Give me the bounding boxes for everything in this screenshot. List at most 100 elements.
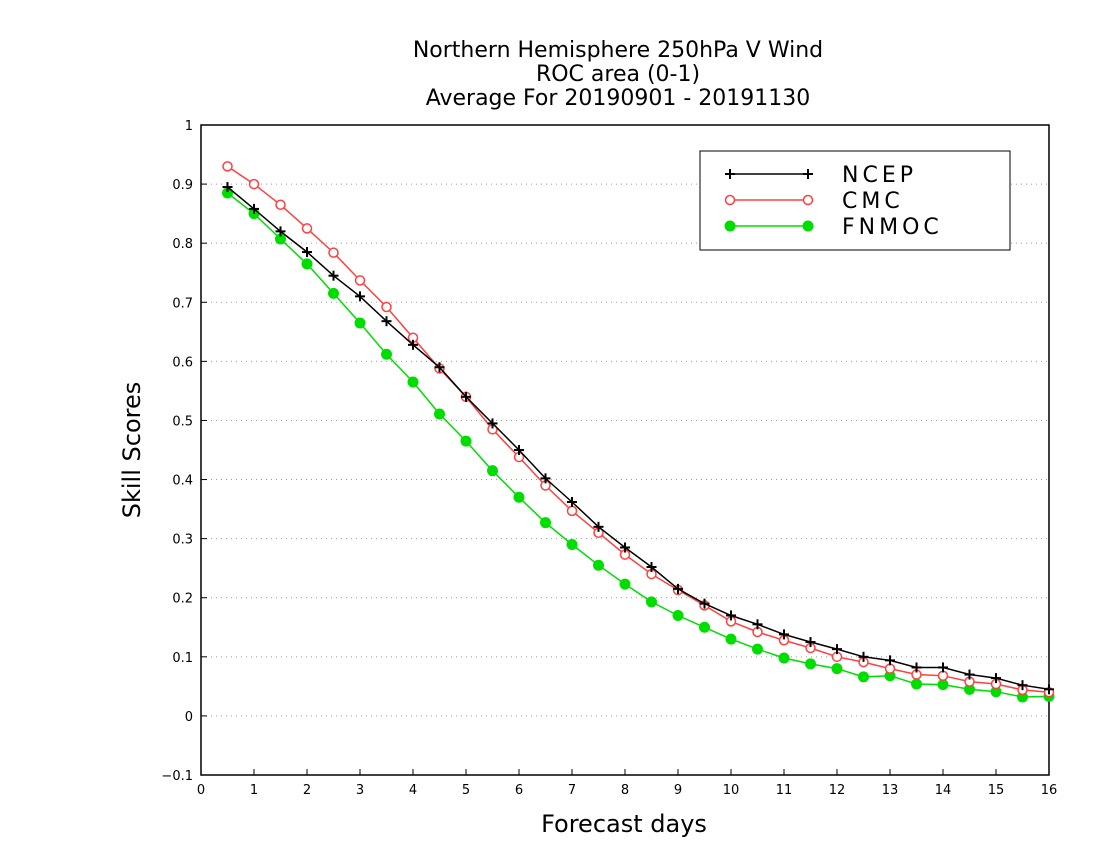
x-tick-label-11: 11 xyxy=(776,783,793,798)
y-tick-label-4: 0.3 xyxy=(172,533,193,548)
gridlines xyxy=(201,183,1049,717)
y-tick-label-2: 0.1 xyxy=(172,651,193,666)
point-ncep-6 xyxy=(381,316,392,327)
legend-marker-end-fnmoc xyxy=(802,220,814,232)
series-line-fnmoc xyxy=(227,192,1050,698)
chart-title-line-1: Northern Hemisphere 250hPa V Wind xyxy=(413,38,823,63)
point-cmc-25 xyxy=(884,663,896,674)
x-tick-label-14: 14 xyxy=(935,783,952,798)
point-cmc-27 xyxy=(937,670,949,681)
point-ncep-25 xyxy=(885,655,895,666)
point-ncep-11 xyxy=(514,445,524,455)
point-fnmoc-21 xyxy=(778,652,790,664)
point-ncep-27 xyxy=(938,662,948,673)
legend-marker-start-cmc xyxy=(724,194,736,206)
y-tick-label-3: 0.2 xyxy=(172,592,193,607)
point-ncep-31 xyxy=(1044,684,1054,695)
point-ncep-14 xyxy=(593,521,604,532)
data-series xyxy=(222,161,1055,703)
point-cmc-5 xyxy=(354,275,366,286)
legend-label-cmc: CMC xyxy=(842,189,904,214)
point-ncep-18 xyxy=(699,598,710,609)
point-ncep-28 xyxy=(964,669,975,680)
point-fnmoc-16 xyxy=(646,596,657,608)
point-ncep-12 xyxy=(540,473,551,484)
x-tick-label-1: 1 xyxy=(250,783,258,798)
point-ncep-24 xyxy=(858,651,869,662)
point-ncep-17 xyxy=(673,583,683,594)
x-tick-label-3: 3 xyxy=(356,783,364,798)
legend-marker-end-ncep xyxy=(803,169,813,179)
point-fnmoc-26 xyxy=(911,678,922,690)
point-cmc-13 xyxy=(566,505,578,517)
point-fnmoc-24 xyxy=(858,671,869,683)
point-ncep-4 xyxy=(328,270,339,281)
legend-entry-cmc: CMC xyxy=(724,189,904,214)
point-cmc-3 xyxy=(301,223,313,234)
x-tick-label-2: 2 xyxy=(303,783,311,798)
point-ncep-16 xyxy=(646,562,657,572)
point-ncep-1 xyxy=(249,203,259,214)
legend-entry-fnmoc: FNMOC xyxy=(724,215,943,240)
y-tick-label-5: 0.4 xyxy=(172,474,193,489)
point-ncep-15 xyxy=(620,542,630,553)
legend-marker-start-fnmoc xyxy=(724,220,736,232)
y-tick-label-11: 1 xyxy=(185,119,193,134)
x-tick-label-8: 8 xyxy=(621,783,629,798)
y-tick-label-8: 0.7 xyxy=(172,296,193,311)
y-tick-label-1: 0 xyxy=(185,710,193,725)
series-line-ncep xyxy=(227,186,1050,691)
point-cmc-6 xyxy=(381,301,392,313)
point-fnmoc-7 xyxy=(407,376,419,388)
point-ncep-21 xyxy=(779,629,789,640)
point-ncep-20 xyxy=(752,619,763,630)
point-ncep-10 xyxy=(487,418,498,429)
point-ncep-3 xyxy=(302,247,312,258)
y-tick-label-10: 0.9 xyxy=(172,178,193,193)
chart-title: Northern Hemisphere 250hPa V Wind ROC ar… xyxy=(413,38,823,111)
point-cmc-0 xyxy=(222,161,233,172)
legend-entry-ncep: NCEP xyxy=(725,163,917,188)
point-fnmoc-4 xyxy=(328,287,339,299)
point-ncep-13 xyxy=(567,497,577,507)
chart-title-line-2: ROC area (0-1) xyxy=(536,62,700,87)
point-fnmoc-12 xyxy=(540,517,551,529)
point-fnmoc-9 xyxy=(460,435,472,447)
point-ncep-26 xyxy=(911,662,922,673)
point-fnmoc-8 xyxy=(434,408,445,420)
point-ncep-0 xyxy=(222,182,233,193)
legend-marker-end-cmc xyxy=(802,194,814,206)
point-fnmoc-14 xyxy=(593,559,604,571)
x-tick-label-7: 7 xyxy=(568,783,576,798)
y-tick-label-7: 0.6 xyxy=(172,355,193,370)
point-fnmoc-15 xyxy=(619,578,631,590)
point-fnmoc-3 xyxy=(301,258,313,270)
series-fnmoc xyxy=(222,187,1055,703)
legend-label-fnmoc: FNMOC xyxy=(842,215,943,240)
x-axis-label: Forecast days xyxy=(541,810,707,838)
point-fnmoc-18 xyxy=(699,621,710,633)
x-tick-label-13: 13 xyxy=(882,783,899,798)
x-tick-label-16: 16 xyxy=(1041,783,1058,798)
legend-label-ncep: NCEP xyxy=(842,163,917,188)
point-fnmoc-5 xyxy=(354,317,366,329)
point-fnmoc-23 xyxy=(831,663,843,675)
point-fnmoc-22 xyxy=(805,658,816,670)
point-fnmoc-27 xyxy=(937,679,949,691)
y-axis-label: Skill Scores xyxy=(118,382,146,519)
point-cmc-1 xyxy=(248,178,260,190)
x-tick-label-15: 15 xyxy=(988,783,1005,798)
point-ncep-2 xyxy=(275,226,286,237)
y-tick-label-0: −0.1 xyxy=(161,769,193,784)
point-fnmoc-6 xyxy=(381,348,392,360)
x-tick-label-10: 10 xyxy=(723,783,740,798)
point-ncep-22 xyxy=(805,637,816,648)
series-ncep xyxy=(222,182,1054,695)
point-fnmoc-11 xyxy=(513,491,525,503)
point-ncep-9 xyxy=(461,391,471,402)
point-fnmoc-10 xyxy=(487,465,498,477)
point-cmc-2 xyxy=(275,199,286,211)
